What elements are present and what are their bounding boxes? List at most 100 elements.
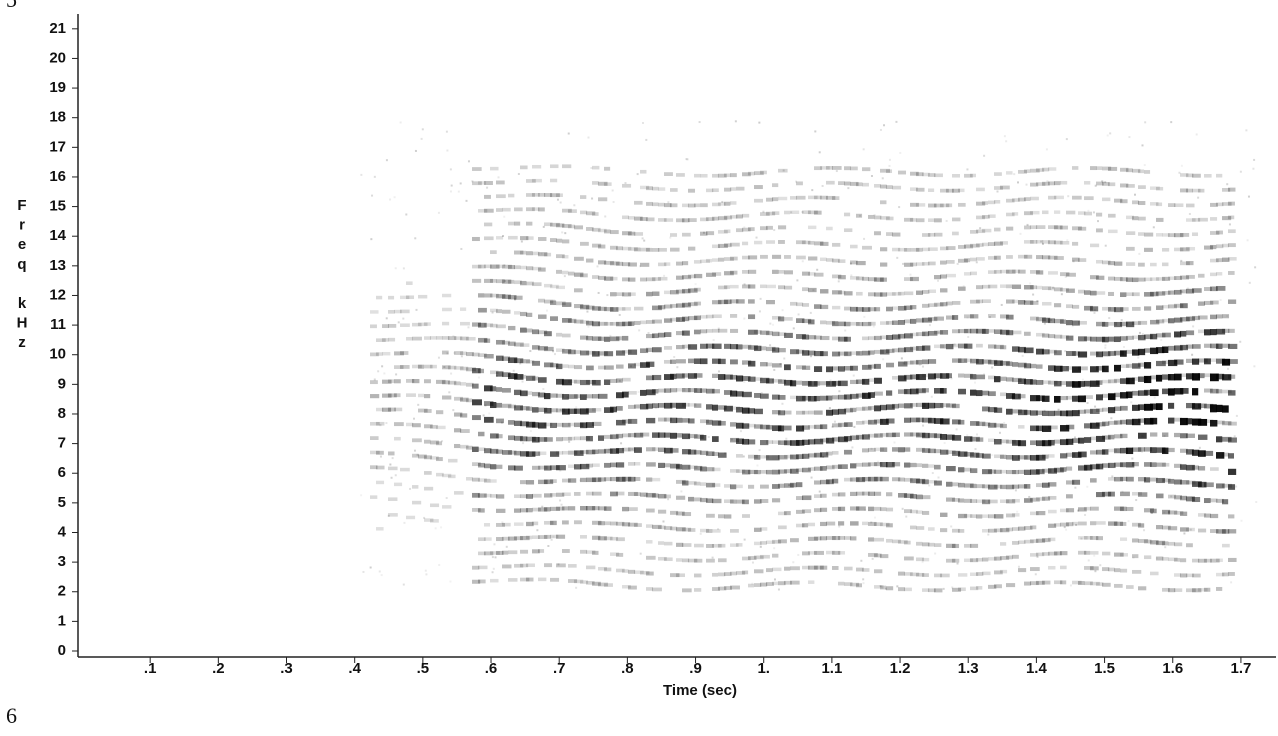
spectrogram-noise <box>1226 367 1229 370</box>
spectrogram-noise <box>477 376 480 379</box>
spectrogram-streak <box>1192 418 1202 426</box>
spectrogram-noise <box>828 407 831 410</box>
spectrogram-streak <box>1036 182 1046 186</box>
spectrogram-streak <box>814 272 824 277</box>
spectrogram-noise <box>402 583 405 586</box>
spectrogram-streak <box>802 509 812 514</box>
spectrogram-streak <box>730 299 739 304</box>
spectrogram-noise <box>608 448 611 451</box>
spectrogram-streak <box>478 181 487 185</box>
spectrogram-streak <box>700 528 710 533</box>
spectrogram-streak <box>1168 417 1175 424</box>
spectrogram-streak <box>1108 379 1117 384</box>
spectrogram-streak <box>700 482 707 486</box>
spectrogram-streak <box>652 447 659 451</box>
spectrogram-noise <box>663 274 666 277</box>
spectrogram-streak <box>850 379 859 385</box>
spectrogram-streak <box>556 332 563 337</box>
spectrogram-streak <box>898 587 905 592</box>
spectrogram-streak <box>556 451 564 455</box>
spectrogram-streak <box>616 447 625 454</box>
spectrogram-streak <box>694 450 702 455</box>
spectrogram-streak <box>850 166 858 171</box>
spectrogram-streak <box>916 494 923 500</box>
spectrogram-streak <box>1096 463 1104 470</box>
spectrogram-streak <box>418 393 425 398</box>
spectrogram-streak <box>1192 218 1201 222</box>
spectrogram-streak <box>676 275 684 280</box>
spectrogram-streak <box>808 256 818 261</box>
spectrogram-streak <box>562 394 569 400</box>
spectrogram-streak <box>1000 269 1010 274</box>
spectrogram-streak <box>526 360 535 364</box>
spectrogram-noise <box>552 350 555 353</box>
spectrogram-streak <box>1114 261 1123 266</box>
spectrogram-streak <box>700 450 709 456</box>
spectrogram-streak <box>1156 403 1163 411</box>
spectrogram-streak <box>808 580 815 584</box>
y-tick-label: 1 <box>58 612 66 629</box>
spectrogram-streak <box>874 506 882 511</box>
spectrogram-streak <box>1018 455 1028 460</box>
spectrogram-streak <box>760 527 768 531</box>
spectrogram-streak <box>646 389 656 396</box>
spectrogram-noise <box>1230 581 1233 584</box>
spectrogram-streak <box>964 343 973 349</box>
spectrogram-streak <box>676 511 685 516</box>
spectrogram-streak <box>616 246 624 251</box>
spectrogram-streak <box>1012 409 1022 414</box>
spectrogram-streak <box>754 583 762 587</box>
spectrogram-streak <box>868 521 877 526</box>
spectrogram-noise <box>902 262 905 265</box>
spectrogram-streak <box>616 350 626 356</box>
spectrogram-streak <box>1024 169 1031 173</box>
spectrogram-streak <box>916 463 923 468</box>
spectrogram-streak <box>886 185 893 190</box>
spectrogram-streak <box>946 260 955 264</box>
spectrogram-streak <box>1120 447 1128 454</box>
spectrogram-streak <box>880 554 889 559</box>
spectrogram-streak <box>1144 555 1152 560</box>
spectrogram-streak <box>616 552 624 557</box>
spectrogram-noise <box>874 516 877 519</box>
spectrogram-streak <box>592 394 600 399</box>
spectrogram-streak <box>862 182 869 187</box>
spectrogram-streak <box>826 258 834 262</box>
spectrogram-streak <box>1186 330 1195 336</box>
spectrogram-streak <box>1060 565 1067 570</box>
spectrogram-streak <box>718 420 726 426</box>
spectrogram-streak <box>724 187 732 192</box>
spectrogram-streak <box>1132 377 1141 381</box>
spectrogram-noise <box>797 313 800 316</box>
spectrogram-streak <box>970 483 977 489</box>
spectrogram-streak <box>1144 292 1154 297</box>
spectrogram-streak <box>538 437 548 442</box>
spectrogram-streak <box>1030 270 1040 274</box>
spectrogram-streak <box>778 168 788 173</box>
spectrogram-streak <box>832 166 842 170</box>
spectrogram-streak <box>904 572 913 576</box>
spectrogram-noise <box>951 404 954 407</box>
spectrogram-noise <box>437 356 440 359</box>
spectrogram-streak <box>982 201 989 205</box>
spectrogram-streak <box>526 451 536 457</box>
spectrogram-noise <box>818 490 821 493</box>
spectrogram-noise <box>434 527 437 530</box>
spectrogram-streak <box>598 521 605 526</box>
spectrogram-streak <box>784 440 792 446</box>
spectrogram-streak <box>796 380 803 385</box>
spectrogram-streak <box>868 307 877 312</box>
spectrogram-streak <box>940 344 947 349</box>
spectrogram-streak <box>886 586 894 591</box>
spectrogram-streak <box>742 570 749 575</box>
spectrogram-noise <box>1226 183 1229 186</box>
spectrogram-streak <box>712 420 722 426</box>
spectrogram-streak <box>652 403 659 409</box>
spectrogram-streak <box>1186 344 1194 349</box>
spectrogram-streak <box>1174 317 1183 323</box>
spectrogram-streak <box>568 224 576 229</box>
spectrogram-streak <box>730 201 737 205</box>
spectrogram-streak <box>952 498 960 502</box>
spectrogram-streak <box>718 257 725 262</box>
spectrogram-streak <box>736 406 743 413</box>
